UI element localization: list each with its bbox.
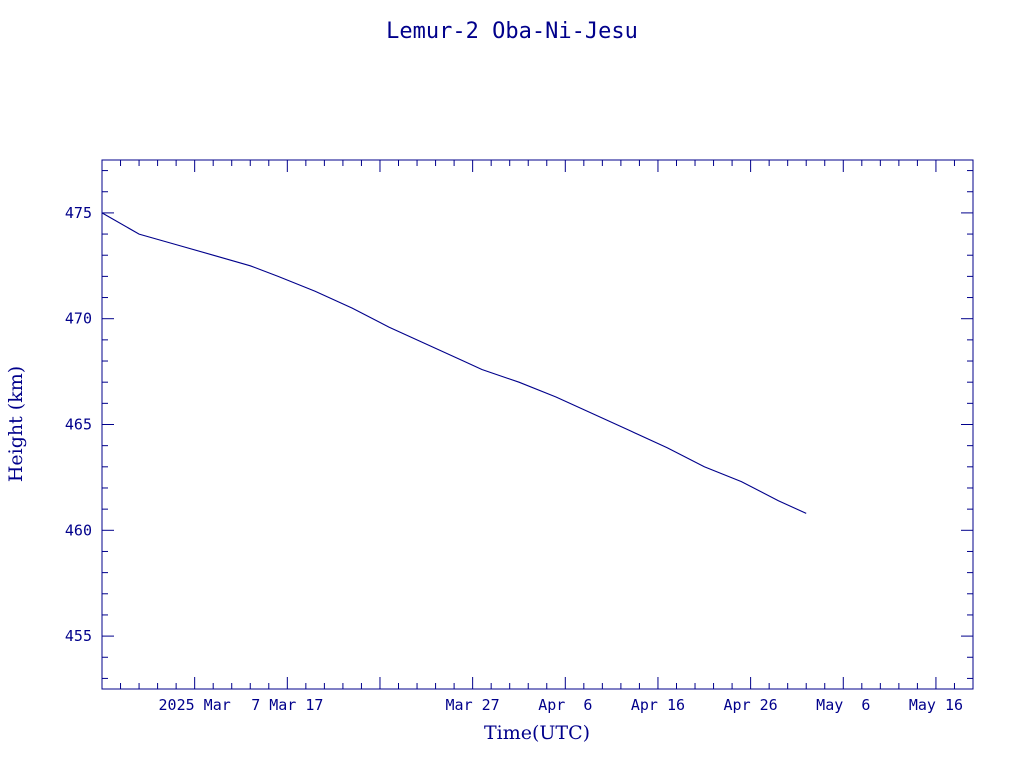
x-tick-labels: 2025 Mar 7 Mar 17 Mar 27 Apr 6 Apr 16 Apr 26 M… bbox=[159, 696, 963, 714]
y-tick-label: 460 bbox=[65, 521, 92, 539]
x-tick-label: Mar 27 bbox=[446, 696, 500, 714]
plot-frame bbox=[101, 159, 974, 690]
x-tick-label: 2025 Mar bbox=[159, 696, 231, 714]
axis-ticks bbox=[101, 160, 974, 689]
x-tick-label: May 16 bbox=[909, 696, 963, 714]
y-tick-label: 470 bbox=[65, 310, 92, 328]
x-tick-label: Apr 26 bbox=[724, 696, 778, 714]
y-tick-label: 475 bbox=[65, 204, 92, 222]
x-axis-label: Time(UTC) bbox=[484, 722, 590, 744]
x-tick-label: Apr 16 bbox=[631, 696, 685, 714]
chart-title: Lemur-2 Oba-Ni-Jesu bbox=[386, 19, 638, 44]
x-tick-label: May 6 bbox=[816, 696, 870, 714]
y-tick-labels: 455 460 465 470 475 bbox=[65, 204, 92, 645]
y-tick-label: 455 bbox=[65, 627, 92, 645]
x-tick-label: 7 Mar 17 bbox=[251, 696, 323, 714]
y-axis-label: Height (km) bbox=[5, 366, 27, 482]
x-tick-label: Apr 6 bbox=[538, 696, 592, 714]
series-line bbox=[101, 212, 807, 514]
y-tick-label: 465 bbox=[65, 416, 92, 434]
